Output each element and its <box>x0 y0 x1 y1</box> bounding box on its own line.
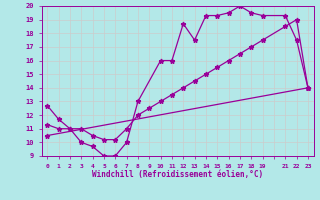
X-axis label: Windchill (Refroidissement éolien,°C): Windchill (Refroidissement éolien,°C) <box>92 170 263 179</box>
